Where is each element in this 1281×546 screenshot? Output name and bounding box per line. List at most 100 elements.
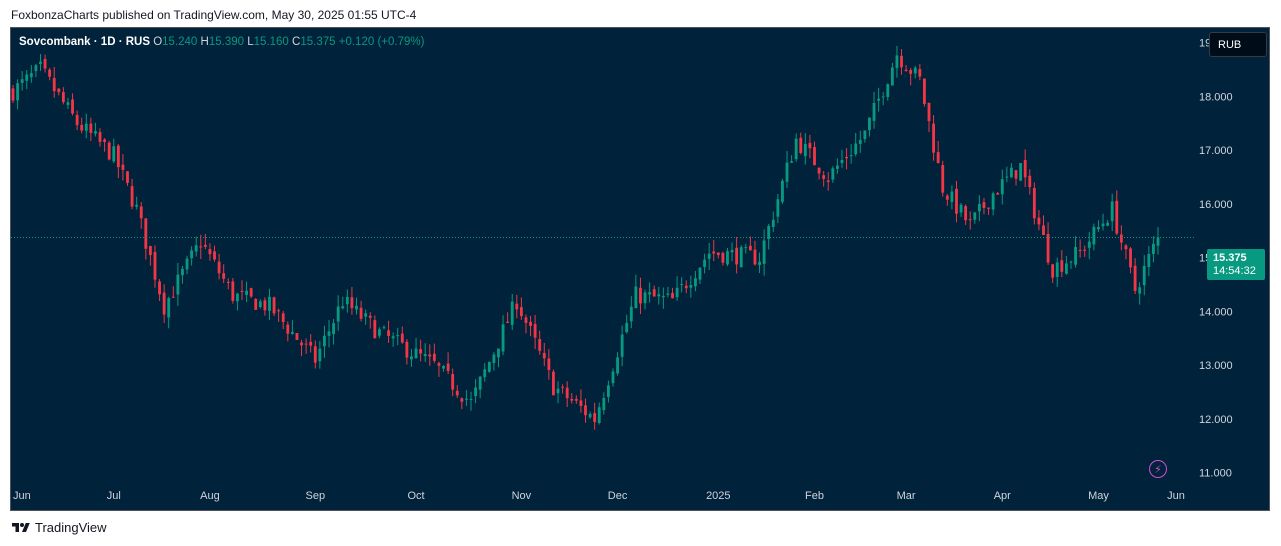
candle-body xyxy=(968,219,972,221)
candle-body xyxy=(345,296,349,305)
time-axis-tick-label: Jul xyxy=(107,490,121,502)
candle-body xyxy=(71,99,74,114)
candle-body xyxy=(167,298,171,318)
candle-body xyxy=(684,285,688,289)
high-label: H xyxy=(200,36,209,48)
candle-body xyxy=(492,354,496,364)
symbol-legend[interactable]: Sovcombank · 1D · RUS O15.240 H15.390 L1… xyxy=(19,36,424,48)
candle-body xyxy=(845,156,848,159)
candle-body xyxy=(790,161,794,163)
candle-body xyxy=(602,397,606,411)
candle-body xyxy=(1078,249,1082,251)
candle-body xyxy=(1042,225,1045,236)
candle-body xyxy=(432,353,436,361)
low-value: 15.160 xyxy=(253,36,289,48)
candle-body xyxy=(455,390,459,396)
candle-body xyxy=(959,204,963,213)
candle-body xyxy=(258,301,262,308)
candle-body xyxy=(373,320,377,339)
currency-button[interactable]: RUB xyxy=(1209,32,1267,57)
candle-body xyxy=(419,349,423,354)
candle-body xyxy=(1028,175,1032,188)
candle-body xyxy=(716,252,720,256)
candle-body xyxy=(510,301,514,325)
candle-body xyxy=(75,114,79,126)
high-value: 15.390 xyxy=(208,36,245,48)
candle-body xyxy=(941,165,945,193)
time-axis-tick-label: Jun xyxy=(1167,490,1185,502)
candle-body xyxy=(771,219,775,227)
candle-body xyxy=(785,162,789,182)
candle-body xyxy=(671,293,674,299)
candle-body xyxy=(625,322,629,333)
candle-body xyxy=(245,290,248,295)
candle-body xyxy=(831,168,835,180)
candle-body xyxy=(144,218,148,249)
time-axis-tick-label: Feb xyxy=(805,490,824,502)
candle-body xyxy=(1014,170,1018,179)
candle-body xyxy=(341,306,345,309)
candle-body xyxy=(368,315,372,318)
candle-body xyxy=(620,334,624,357)
candle-body xyxy=(213,251,216,260)
candle-body xyxy=(799,137,803,153)
candle-body xyxy=(158,281,161,295)
candle-body xyxy=(616,357,619,374)
candle-body xyxy=(410,356,413,360)
candle-body xyxy=(703,259,706,267)
candle-body xyxy=(304,343,308,345)
candle-body xyxy=(1055,262,1059,277)
candle-body xyxy=(414,348,418,359)
candle-body xyxy=(927,102,931,122)
candle-body xyxy=(1110,201,1114,222)
candle-body xyxy=(694,278,697,287)
tradingview-label: TradingView xyxy=(35,520,107,535)
chart-area[interactable]: 11.00012.00013.00014.00015.00016.00017.0… xyxy=(10,27,1270,511)
candle-body xyxy=(863,130,867,140)
candle-body xyxy=(231,281,235,301)
candle-body xyxy=(290,331,294,334)
time-axis-tick-label: Dec xyxy=(608,490,628,502)
candle-body xyxy=(712,251,716,254)
candle-body xyxy=(442,366,445,369)
candle-body xyxy=(487,362,491,372)
candle-body xyxy=(900,55,903,68)
tradingview-logo-icon xyxy=(12,522,30,532)
candle-body xyxy=(153,252,157,280)
candle-body xyxy=(48,69,52,77)
candle-body xyxy=(872,103,876,121)
candle-body xyxy=(840,160,844,164)
candle-body xyxy=(524,317,528,323)
candle-body xyxy=(318,348,322,362)
time-axis-tick-label: 2025 xyxy=(706,490,730,502)
time-axis-tick-label: Sep xyxy=(305,490,325,502)
candle-body xyxy=(506,321,510,323)
candle-body xyxy=(185,258,189,270)
candle-body xyxy=(964,206,968,221)
candle-body xyxy=(80,124,84,131)
candlestick-chart[interactable]: 11.00012.00013.00014.00015.00016.00017.0… xyxy=(11,28,1269,510)
candle-body xyxy=(858,139,862,144)
candle-body xyxy=(565,387,569,399)
candle-body xyxy=(423,354,427,357)
candle-body xyxy=(726,251,729,265)
candle-body xyxy=(890,67,894,86)
tradingview-brand[interactable]: TradingView xyxy=(11,520,107,535)
time-axis-tick-label: Apr xyxy=(994,490,1011,502)
candle-body xyxy=(190,250,194,259)
candle-body xyxy=(822,175,826,179)
candle-body xyxy=(648,292,652,295)
candle-body xyxy=(776,199,780,217)
candle-body xyxy=(437,363,441,366)
symbol-label[interactable]: Sovcombank · 1D · RUS xyxy=(19,36,150,48)
close-label: C xyxy=(292,36,301,48)
candle-body xyxy=(300,342,303,346)
candle-body xyxy=(606,385,610,398)
candle-body xyxy=(1133,265,1137,291)
lightning-icon[interactable]: ⚡ xyxy=(1149,460,1167,478)
candle-body xyxy=(327,331,331,336)
candle-body xyxy=(465,398,468,400)
candle-body xyxy=(652,289,656,297)
time-axis-tick-label: Nov xyxy=(512,490,532,502)
candle-body xyxy=(1119,234,1123,243)
